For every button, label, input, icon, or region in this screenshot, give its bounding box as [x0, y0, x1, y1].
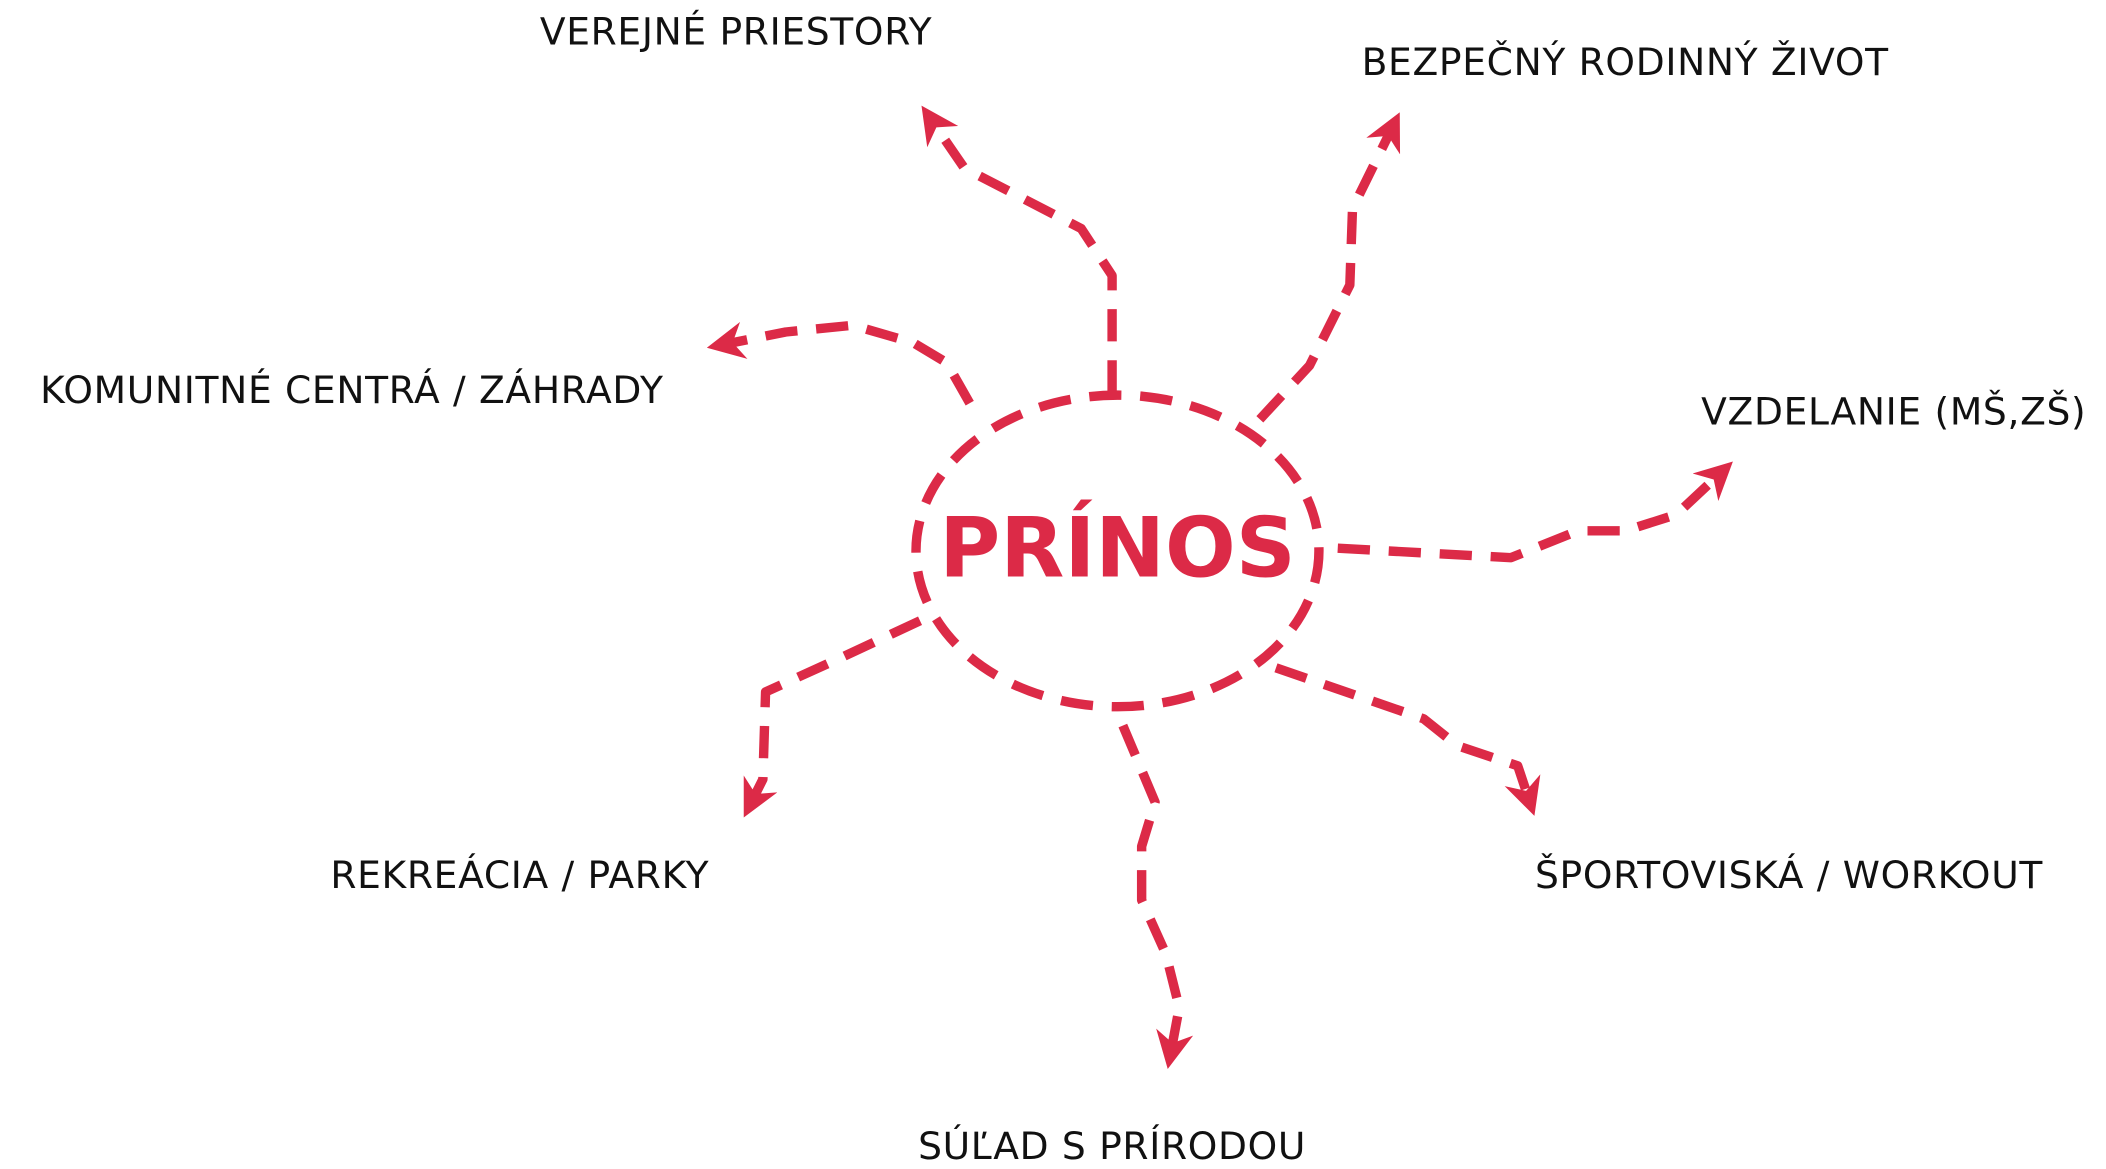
node-label: SÚĽAD S PRÍRODOU: [918, 1124, 1306, 1168]
center-ellipse: [911, 390, 1324, 712]
center-label: PRÍNOS: [939, 499, 1296, 597]
arrow: [706, 320, 974, 406]
arrow: [921, 105, 1117, 393]
node-label: VEREJNÉ PRIESTORY: [540, 9, 933, 53]
arrow: [1118, 723, 1194, 1070]
arrow: [743, 616, 923, 818]
arrow: [1256, 112, 1401, 423]
node-label: VZDELANIE (MŠ,ZŠ): [1701, 389, 2086, 433]
node-label: REKREÁCIA / PARKY: [330, 853, 709, 897]
node-label: BEZPEČNÝ RODINNÝ ŽIVOT: [1362, 40, 1890, 84]
node-label: KOMUNITNÉ CENTRÁ / ZÁHRADY: [40, 368, 664, 412]
arrow: [1337, 461, 1733, 563]
node-label: ŠPORTOVISKÁ / WORKOUT: [1535, 853, 2043, 897]
arrow: [1274, 663, 1541, 816]
